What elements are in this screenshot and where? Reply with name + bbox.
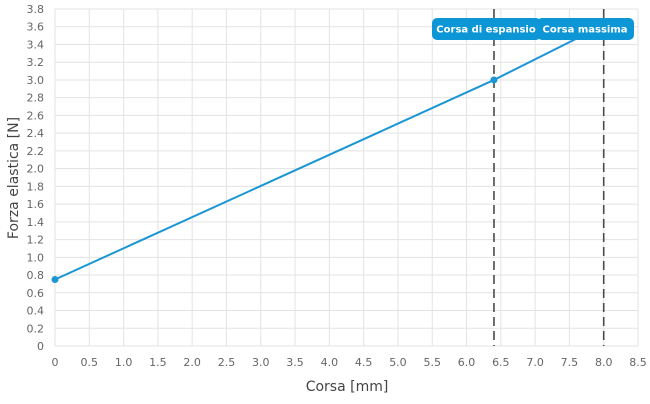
x-tick-label: 5.0 [389,356,407,369]
y-tick-label: 0.4 [27,305,45,318]
y-tick-label: 3.4 [27,38,45,51]
x-tick-label: 7.5 [561,356,579,369]
data-point [490,76,498,84]
y-tick-label: 2.2 [27,145,45,158]
badge-background [537,18,634,40]
annotation-badges: Corsa di espansio Corsa massima [432,18,634,40]
x-tick-label: 8.5 [629,356,647,369]
y-tick-label: 2.4 [27,127,45,140]
y-tick-label: 1.6 [27,198,45,211]
badge-corsa-espansione: Corsa di espansio [432,18,541,40]
y-tick-label: 0.8 [27,269,45,282]
y-tick-labels: 0 0.2 0.4 0.6 0.8 1.0 1.2 1.4 1.6 1.8 2.0 2.2 2.4 2.6… [27,3,45,353]
x-tick-label: 0.5 [81,356,99,369]
data-point [51,275,59,283]
series-layer [51,24,605,283]
x-tick-label: 6.0 [458,356,476,369]
guide-lines [493,9,605,346]
x-tick-label: 8.0 [595,356,613,369]
x-tick-label: 3.0 [252,356,270,369]
badge-label: Corsa di espansio [436,25,536,36]
x-tick-label: 3.5 [286,356,304,369]
y-tick-label: 3.0 [27,74,45,87]
x-tick-label: 1.5 [149,356,167,369]
y-tick-label: 3.2 [27,56,45,69]
y-tick-label: 1.0 [27,251,45,264]
y-tick-label: 0.6 [27,287,45,300]
y-tick-label: 1.2 [27,234,45,247]
x-tick-label: 6.5 [492,356,510,369]
x-tick-label: 4.0 [321,356,339,369]
x-tick-label: 5.5 [423,356,441,369]
y-tick-label: 2.0 [27,163,45,176]
badge-background [432,18,541,40]
y-tick-label: 0 [37,340,44,353]
y-tick-label: 1.8 [27,180,45,193]
x-tick-label: 2.0 [183,356,201,369]
grid-layer [54,8,639,347]
y-tick-label: 2.6 [27,109,45,122]
badge-corsa-massima: Corsa massima [537,18,634,40]
badge-label: Corsa massima [543,25,628,36]
y-tick-label: 3.6 [27,21,45,34]
y-tick-label: 1.4 [27,216,45,229]
x-tick-label: 7.0 [526,356,544,369]
x-tick-label: 2.5 [218,356,236,369]
x-tick-label: 1.0 [115,356,133,369]
y-tick-label: 0.2 [27,322,45,335]
x-tick-label: 0 [52,356,59,369]
x-axis-title: Corsa [mm] [306,379,389,395]
y-tick-label: 3.8 [27,3,45,16]
y-axis-title: Forza elastica [N] [6,117,22,239]
x-tick-label: 4.5 [355,356,373,369]
y-tick-label: 2.8 [27,92,45,105]
x-tick-labels: 0 0.5 1.0 1.5 2.0 2.5 3.0 3.5 4.0 4.5 5.0 5.5 6.0 6.5… [52,356,647,369]
